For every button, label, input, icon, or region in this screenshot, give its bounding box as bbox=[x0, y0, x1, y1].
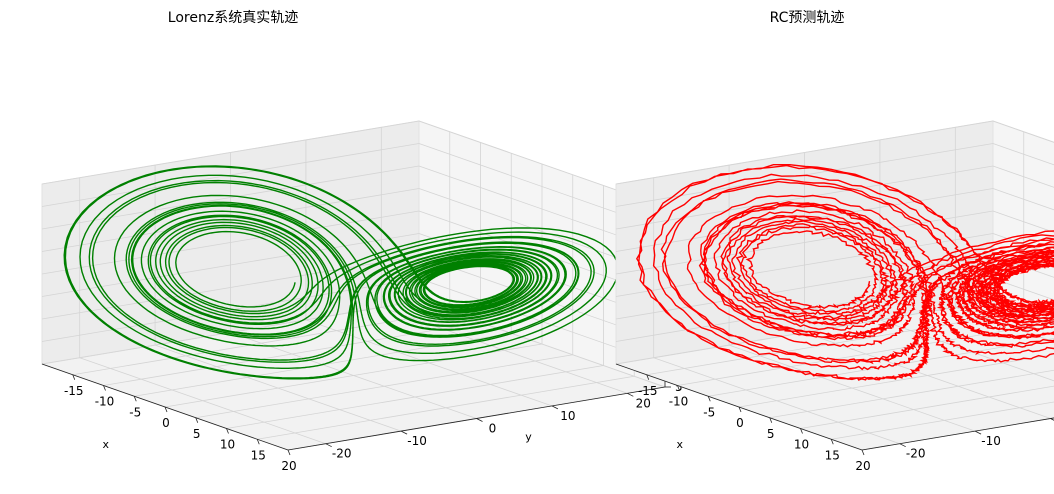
predicted-trajectory-panel: -15-10-505101520-20-10010205101520253035… bbox=[615, 10, 1054, 473]
gridline bbox=[992, 188, 1054, 211]
y-tick-mark bbox=[899, 443, 906, 448]
gridline bbox=[992, 210, 1054, 233]
true-trajectory-panel: -15-10-505101520-20-10010205101520253035… bbox=[41, 10, 724, 473]
y-tick-label: -20 bbox=[906, 447, 926, 461]
x-tick-mark bbox=[861, 449, 865, 456]
y-tick-label: 0 bbox=[489, 422, 497, 436]
gridline bbox=[305, 319, 553, 407]
x-tick-mark bbox=[256, 439, 260, 445]
y-tick-label: -10 bbox=[407, 434, 427, 448]
x-tick-label: 20 bbox=[855, 459, 870, 473]
x-tick-label: -10 bbox=[669, 395, 689, 409]
gridline bbox=[41, 210, 420, 275]
gridline bbox=[230, 332, 477, 419]
gridline bbox=[41, 165, 420, 230]
gridline bbox=[41, 233, 420, 297]
gridline bbox=[615, 233, 994, 297]
y-tick-mark bbox=[400, 430, 408, 435]
chart-title: RC预测轨迹 bbox=[770, 10, 845, 26]
gridline bbox=[992, 165, 1054, 188]
z-tick-label: 5 bbox=[675, 380, 683, 394]
gridline bbox=[992, 120, 1054, 143]
x-tick-label: 0 bbox=[736, 416, 744, 430]
gridline bbox=[992, 143, 1054, 166]
x-tick-label: -5 bbox=[129, 405, 141, 419]
x-tick-label: 5 bbox=[767, 427, 775, 441]
y-tick-label: -10 bbox=[981, 434, 1001, 448]
y-tick-mark bbox=[974, 430, 982, 435]
y-tick-mark bbox=[551, 405, 559, 410]
trajectory-line bbox=[635, 164, 1054, 381]
y-tick-label: -20 bbox=[332, 447, 352, 461]
gridline bbox=[728, 344, 976, 432]
y-tick-mark bbox=[1050, 418, 1054, 421]
x-tick-mark bbox=[677, 385, 680, 391]
x-tick-label: -15 bbox=[638, 384, 658, 398]
x-tick-mark bbox=[769, 417, 773, 423]
y-axis-label: y bbox=[525, 431, 532, 444]
x-tick-label: -5 bbox=[703, 405, 715, 419]
x-tick-label: 20 bbox=[281, 459, 296, 473]
gridline bbox=[154, 344, 402, 432]
x-tick-mark bbox=[707, 396, 711, 402]
trajectory-line bbox=[63, 165, 619, 380]
y-tick-label: 20 bbox=[636, 396, 651, 410]
gridline bbox=[79, 357, 326, 445]
gridline bbox=[381, 306, 628, 394]
x-tick-label: 10 bbox=[794, 438, 809, 452]
gridline bbox=[41, 143, 420, 207]
x-tick-mark bbox=[195, 417, 199, 423]
x-tick-label: 15 bbox=[251, 448, 266, 462]
x-tick-mark bbox=[164, 406, 168, 413]
gridline bbox=[615, 120, 994, 185]
x-tick-mark bbox=[738, 406, 742, 413]
x-axis-label: x bbox=[677, 438, 684, 451]
x-tick-mark bbox=[800, 428, 803, 434]
y-tick-mark bbox=[627, 392, 634, 397]
x-tick-mark bbox=[287, 449, 291, 456]
gridline bbox=[992, 233, 1054, 256]
x-tick-mark bbox=[72, 374, 76, 380]
x-tick-label: 0 bbox=[162, 416, 170, 430]
gridline bbox=[653, 357, 900, 445]
y-tick-label: 10 bbox=[560, 409, 575, 423]
gridline bbox=[41, 120, 420, 185]
x-tick-mark bbox=[133, 396, 137, 402]
y-tick-mark bbox=[476, 418, 483, 422]
x-axis-label: x bbox=[103, 438, 110, 451]
gridline bbox=[992, 278, 1054, 301]
gridline bbox=[615, 255, 994, 320]
gridline bbox=[804, 332, 1051, 419]
x-tick-mark bbox=[103, 385, 106, 391]
gridline bbox=[879, 319, 1054, 382]
x-tick-mark bbox=[226, 428, 229, 434]
gridline bbox=[615, 165, 994, 230]
x-tick-label: 15 bbox=[825, 448, 840, 462]
x-tick-mark bbox=[646, 374, 650, 380]
x-tick-mark bbox=[830, 439, 834, 445]
chart-title: Lorenz系统真实轨迹 bbox=[168, 10, 298, 26]
x-tick-label: 10 bbox=[220, 438, 235, 452]
gridline bbox=[992, 255, 1054, 278]
x-tick-label: -10 bbox=[95, 395, 115, 409]
y-tick-mark bbox=[325, 443, 332, 448]
x-tick-label: 5 bbox=[193, 427, 201, 441]
x-tick-label: -15 bbox=[64, 384, 84, 398]
